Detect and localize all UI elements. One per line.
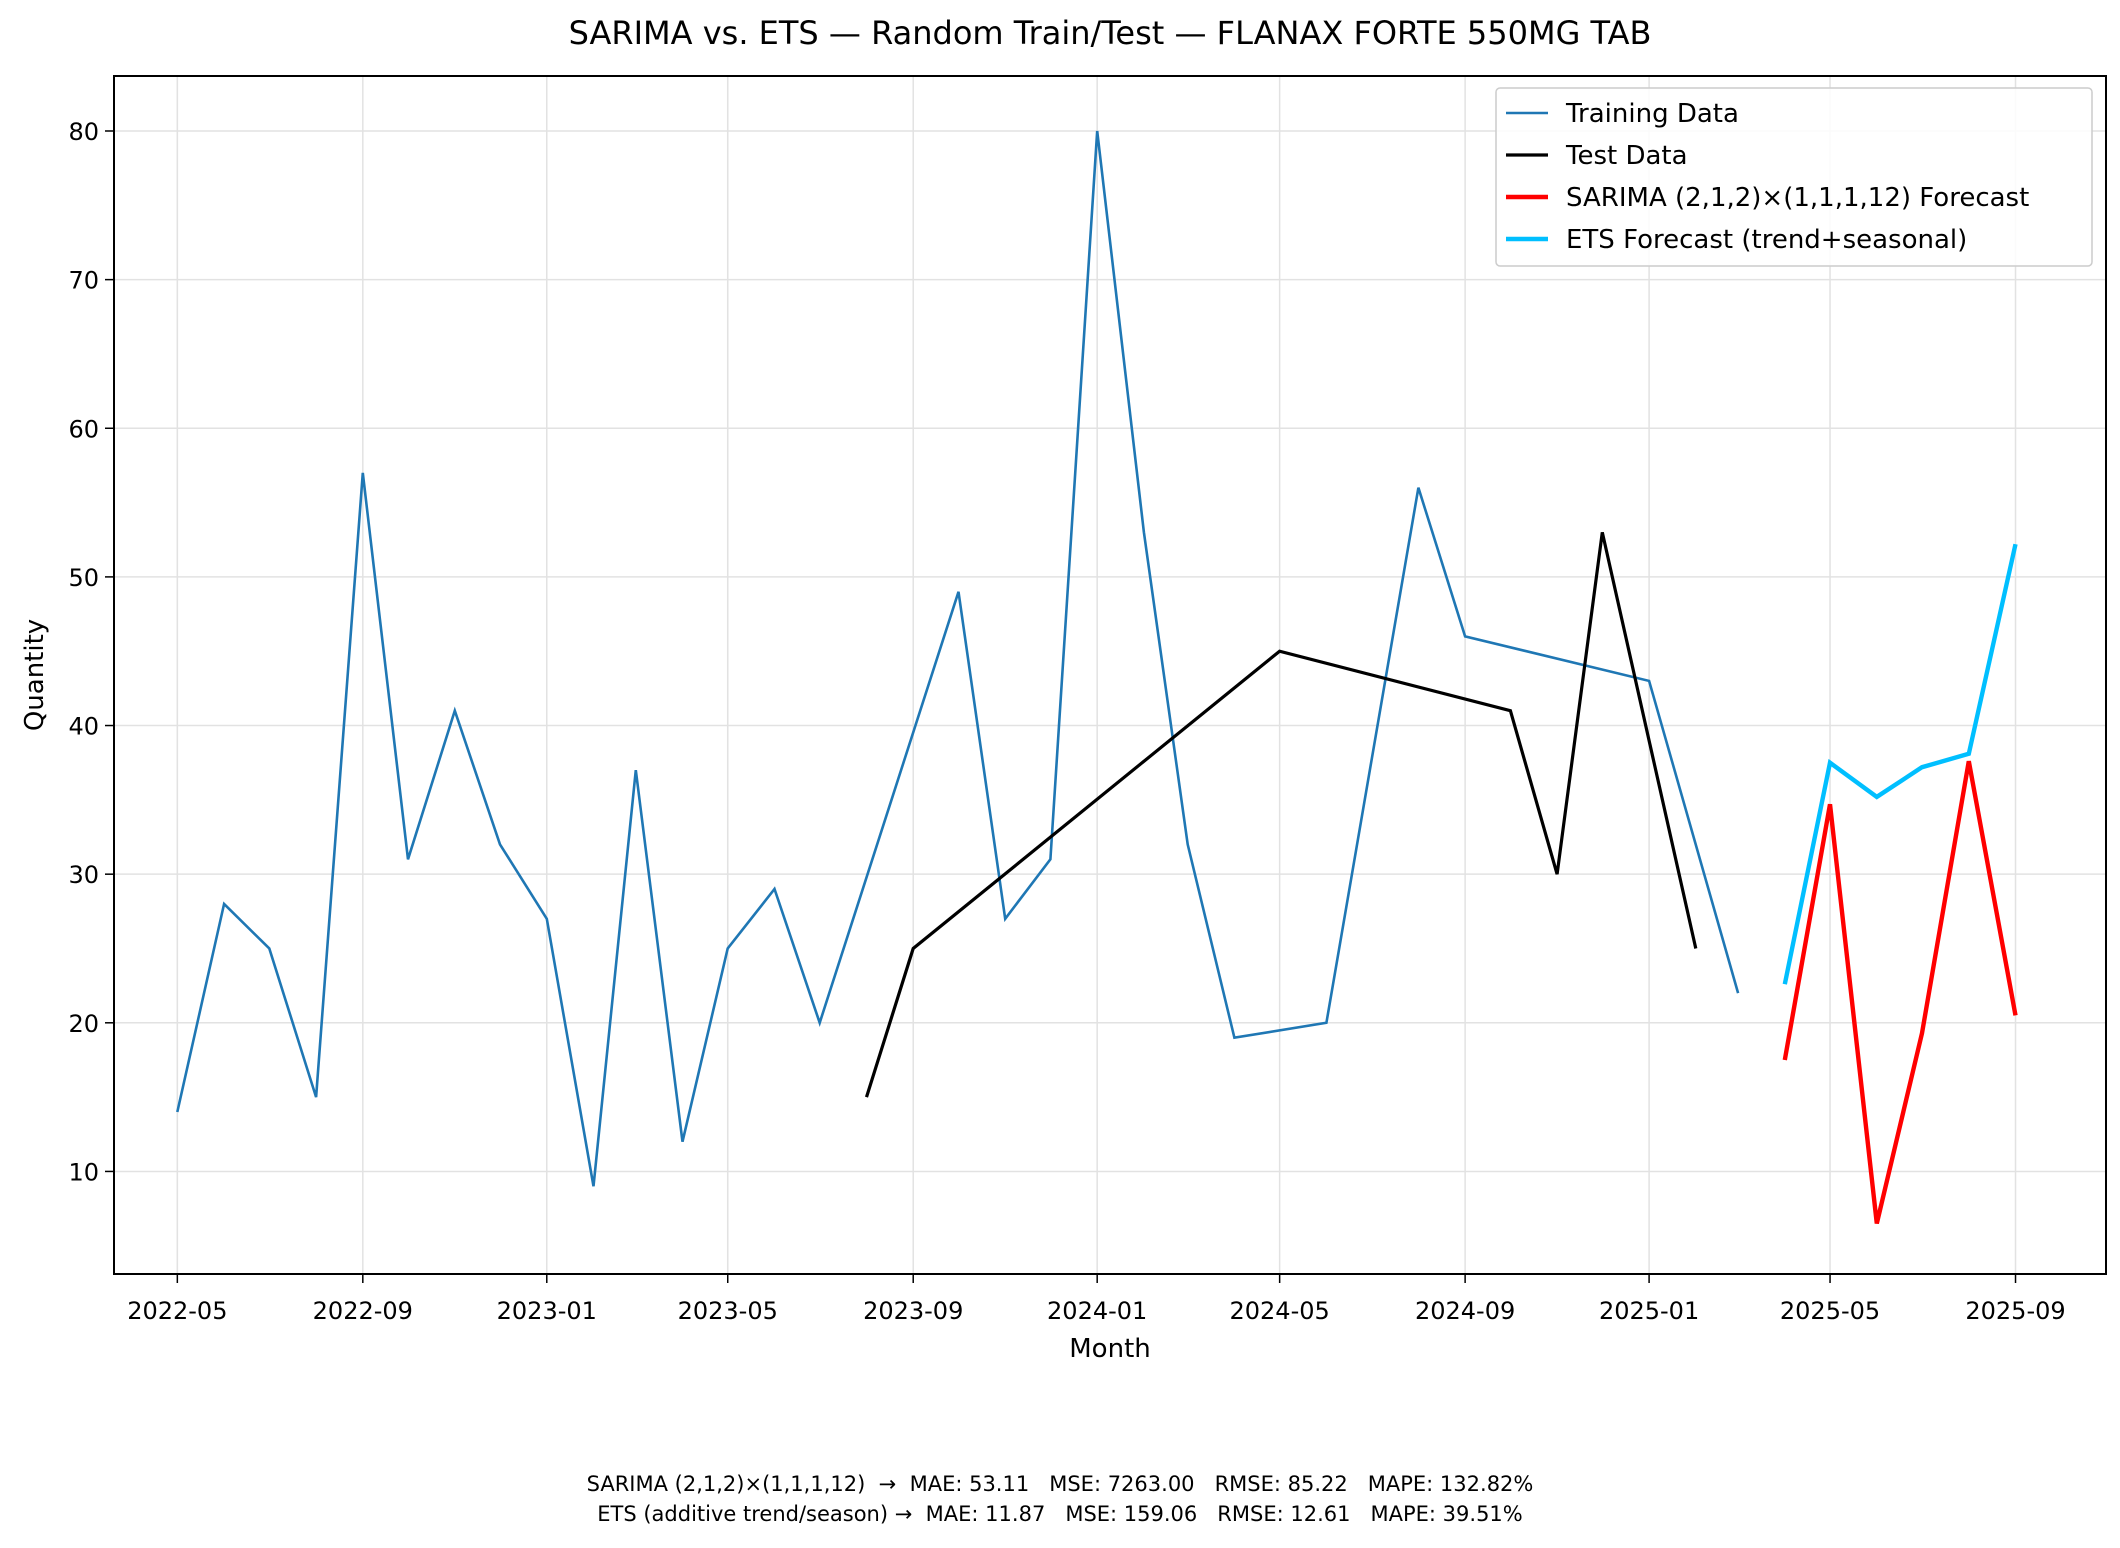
x-tick-label: 2022-09 [313, 1297, 413, 1325]
x-tick-label: 2024-09 [1415, 1297, 1515, 1325]
legend-label: SARIMA (2,1,2)×(1,1,1,12) Forecast [1566, 183, 2029, 213]
grid [114, 76, 2106, 1274]
axis-ticks: 10 20 30 40 50 60 70 80 2022-05 2022-09 2023-01 202… [68, 118, 2065, 1325]
series-line-0 [176, 130, 1740, 1187]
y-tick-label: 10 [68, 1158, 99, 1186]
y-tick-label: 50 [68, 564, 99, 592]
ets-metrics: ETS (additive trend/season) → MAE: 11.87… [597, 1502, 1523, 1526]
legend-box [1495, 87, 2093, 267]
x-tick-label: 2024-01 [1047, 1297, 1147, 1325]
plot-lines [176, 130, 2018, 1225]
x-tick-label: 2023-05 [678, 1297, 778, 1325]
sarima-metrics: SARIMA (2,1,2)×(1,1,1,12) → MAE: 53.11 M… [586, 1472, 1534, 1496]
x-tick-label: 2025-05 [1780, 1297, 1880, 1325]
legend-label: Training Data [1565, 99, 1739, 129]
y-tick-label: 60 [68, 415, 99, 443]
x-axis-label: Month [1069, 1334, 1151, 1364]
legend-label: Test Data [1565, 141, 1688, 171]
plot-frame [113, 75, 2107, 1275]
x-tick-label: 2022-05 [127, 1297, 227, 1325]
x-tick-label: 2025-01 [1599, 1297, 1699, 1325]
series-line-2 [1782, 760, 2018, 1225]
x-tick-label: 2025-09 [1965, 1297, 2065, 1325]
y-tick-label: 30 [68, 861, 99, 889]
y-tick-label: 20 [68, 1010, 99, 1038]
x-tick-label: 2024-05 [1230, 1297, 1330, 1325]
x-tick-label: 2023-09 [863, 1297, 963, 1325]
y-axis-label: Quantity [20, 619, 50, 731]
y-tick-label: 40 [68, 713, 99, 741]
series-line-3 [1782, 543, 2018, 985]
x-tick-label: 2023-01 [497, 1297, 597, 1325]
legend: Training Data Test Data SARIMA (2,1,2)×(1,… [1495, 87, 2093, 267]
legend-label: ETS Forecast (trend+seasonal) [1566, 225, 1967, 255]
chart-title: SARIMA vs. ETS — Random Train/Test — FLA… [569, 14, 1652, 52]
series-line-1 [864, 531, 1698, 1098]
y-tick-label: 70 [68, 267, 99, 295]
y-tick-label: 80 [68, 118, 99, 146]
